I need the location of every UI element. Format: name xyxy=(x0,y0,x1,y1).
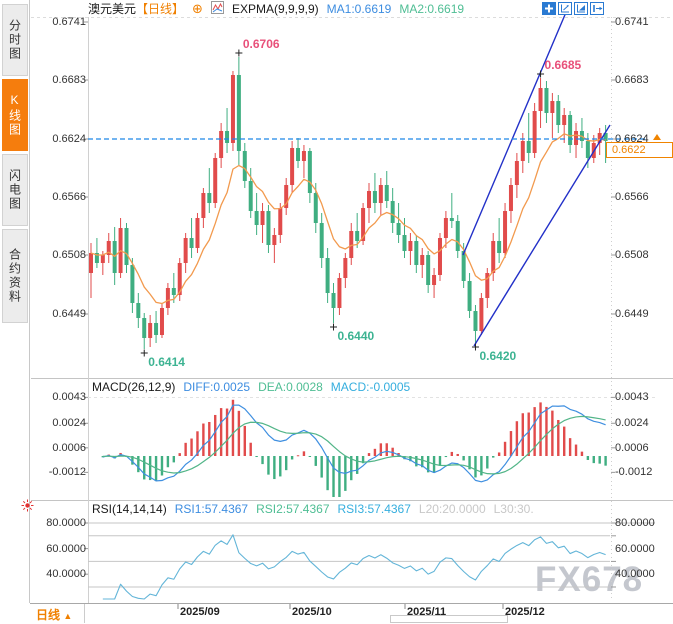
period-arrow-icon: ▲ xyxy=(63,611,73,621)
y-axis-label: 0.6683 xyxy=(615,74,649,86)
svg-text:0.6420: 0.6420 xyxy=(479,349,516,363)
y-axis-label: 0.0024 xyxy=(52,417,86,430)
rsi-l20-value: L20:20.0000 xyxy=(418,502,486,516)
y-axis-label: 40.0000 xyxy=(615,568,655,581)
y-axis-label: 0.0024 xyxy=(615,417,649,430)
macd-title: MACD(26,12,9) xyxy=(92,380,176,394)
rsi-l30-value: L30:30. xyxy=(493,502,534,516)
period-tag: 【日线】 xyxy=(136,2,185,16)
y-axis-label: 0.0043 xyxy=(615,391,649,404)
y-axis-label: 40.0000 xyxy=(46,568,86,581)
y-axis-label: 60.0000 xyxy=(46,542,86,555)
rsi1-value: RSI1:57.4367 xyxy=(174,502,249,516)
svg-text:0.6706: 0.6706 xyxy=(243,37,280,51)
axis-range-icon[interactable] xyxy=(558,2,572,15)
ma1-value: MA1:0.6619 xyxy=(326,1,392,16)
svg-text:0.6414: 0.6414 xyxy=(148,355,185,369)
y-axis-label: 0.0006 xyxy=(52,441,86,454)
scrollbar-thumb[interactable] xyxy=(390,615,508,623)
rsi-title: RSI(14,14,14) xyxy=(92,502,167,516)
rsi2-value: RSI2:57.4367 xyxy=(256,502,330,516)
watermark: FX678 xyxy=(535,560,644,599)
x-axis-date-label: 2025/10 xyxy=(292,606,332,618)
y-axis-label: 60.0000 xyxy=(615,542,655,555)
current-price-value: 0.6622 xyxy=(612,144,646,156)
x-axis-date-label: 2025/09 xyxy=(180,606,220,618)
sidebar-tab-1[interactable]: 分时图 xyxy=(2,4,28,76)
y-axis-label: 80.0000 xyxy=(615,517,655,529)
macd-header: MACD(26,12,9) DIFF:0.0025 DEA:0.0028 MAC… xyxy=(92,380,410,394)
chart-toolbar xyxy=(542,2,604,15)
y-axis-label: 0.0043 xyxy=(52,391,86,404)
period-label: 日线 xyxy=(36,608,61,622)
svg-text:0.6440: 0.6440 xyxy=(338,329,375,343)
pan-crosshair-icon[interactable] xyxy=(542,2,556,15)
rsi-header: RSI(14,14,14) RSI1:57.4367 RSI2:57.4367 … xyxy=(92,502,534,516)
symbol-label: 澳元美元 xyxy=(88,2,137,16)
sidebar-tab-3[interactable]: 闪电图 xyxy=(2,154,28,226)
sun-icon[interactable] xyxy=(21,499,34,515)
y-axis-label: 0.6449 xyxy=(52,308,86,320)
y-axis-label: 80.0000 xyxy=(46,517,86,529)
y-axis-label: -0.0012 xyxy=(615,466,653,479)
y-axis-label: 0.6683 xyxy=(52,74,86,86)
sidebar-tab-4[interactable]: 合约资料 xyxy=(2,229,28,323)
y-axis-label: 0.6508 xyxy=(52,249,86,261)
chart-range-icon[interactable] xyxy=(574,2,588,15)
rsi3-value: RSI3:57.4367 xyxy=(337,502,411,516)
current-price-box: 0.6622 xyxy=(606,142,673,158)
x-axis-date-label: 2025/12 xyxy=(505,606,545,618)
chart-header: 澳元美元【日线】 ⊕ EXPMA(9,9,9,9) MA1:0.6619 MA2… xyxy=(88,0,465,17)
chart-area: FX678 0.6706 0.6685 0.6414 0.6440 0.6420 澳元美… xyxy=(21,0,673,624)
sidebar-tab-2[interactable]: K线图 xyxy=(2,79,28,151)
expma-chart-icon[interactable] xyxy=(210,0,224,17)
y-axis-label: 0.6741 xyxy=(52,16,86,28)
exit-icon[interactable] xyxy=(590,2,604,15)
y-axis-label: 0.6566 xyxy=(615,191,649,203)
macd-value: MACD:-0.0005 xyxy=(330,380,411,394)
symbol-title: 澳元美元【日线】 xyxy=(88,0,184,17)
indicator-label: EXPMA(9,9,9,9) xyxy=(231,1,319,16)
macd-dea-value: DEA:0.0028 xyxy=(258,380,323,394)
add-indicator-icon[interactable]: ⊕ xyxy=(192,0,203,16)
macd-diff-value: DIFF:0.0025 xyxy=(183,380,251,394)
svg-text:0.6685: 0.6685 xyxy=(545,58,582,72)
period-selector-button[interactable]: 日线 ▲ xyxy=(36,606,72,623)
y-axis-label: 0.6566 xyxy=(52,191,86,203)
ma2-value: MA2:0.6619 xyxy=(399,1,465,16)
y-axis-label: 0.6741 xyxy=(615,16,649,28)
y-axis-label: 0.0006 xyxy=(615,441,649,454)
sidebar: 分时图 K线图闪电图合约资料 xyxy=(0,0,30,603)
y-axis-label: 0.6449 xyxy=(615,308,649,320)
y-axis-label: 0.6624 xyxy=(52,133,86,145)
y-axis-label: 0.6508 xyxy=(615,249,649,261)
y-axis-label: -0.0012 xyxy=(48,466,86,479)
